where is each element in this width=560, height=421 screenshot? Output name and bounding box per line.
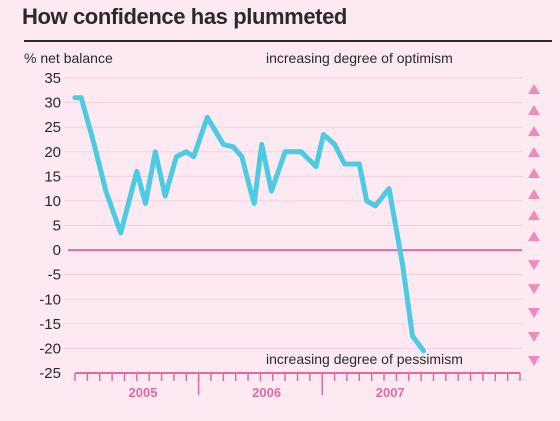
down-arrow-icon	[528, 356, 540, 366]
series-line	[72, 95, 427, 354]
series-group	[72, 95, 427, 354]
y-tick-label: -5	[48, 267, 61, 284]
y-tick-label: 15	[44, 168, 61, 185]
chart-title: How confidence has plummeted	[22, 4, 347, 29]
down-arrow-icon	[528, 284, 540, 295]
y-tick-label: -20	[39, 340, 61, 357]
y-tick-labels: 35 30 25 20 15 10 5 0 -5 -10 -15 -20 -25	[39, 70, 61, 382]
down-arrow-icon	[528, 308, 540, 319]
annotation-pessimism: increasing degree of pessimism	[266, 351, 463, 367]
y-tick-label: -25	[39, 365, 61, 382]
x-year-label: 2005	[129, 385, 158, 400]
annotation-optimism: increasing degree of optimism	[266, 50, 453, 66]
y-tick-label: 5	[53, 218, 61, 235]
y-tick-label: -15	[39, 316, 61, 333]
up-arrow-icon	[528, 231, 540, 242]
up-arrow-icon	[528, 168, 540, 179]
up-arrow-icon	[528, 84, 540, 94]
up-arrow-icon	[528, 105, 540, 116]
y-tick-label: 25	[44, 119, 61, 136]
y-tick-label: 20	[44, 144, 61, 161]
x-axis: 2005 2006 2007	[74, 372, 521, 400]
up-arrow-icon	[528, 189, 540, 200]
y-tick-label: 10	[44, 193, 61, 210]
up-arrow-icon	[528, 126, 540, 137]
x-year-label: 2006	[252, 385, 281, 400]
y-tick-label: 35	[44, 70, 61, 87]
x-year-label: 2007	[376, 385, 405, 400]
up-arrow-icon	[528, 147, 540, 158]
arrow-indicators	[528, 84, 540, 366]
y-axis-label: % net balance	[24, 50, 113, 66]
down-arrow-icon	[528, 260, 540, 271]
up-arrow-icon	[528, 210, 540, 221]
grid-lines	[64, 77, 522, 349]
down-arrow-icon	[528, 332, 540, 343]
y-tick-label: 0	[53, 242, 61, 259]
y-tick-label: 30	[44, 95, 61, 112]
title-rule	[24, 40, 552, 42]
y-tick-label: -10	[39, 291, 61, 308]
